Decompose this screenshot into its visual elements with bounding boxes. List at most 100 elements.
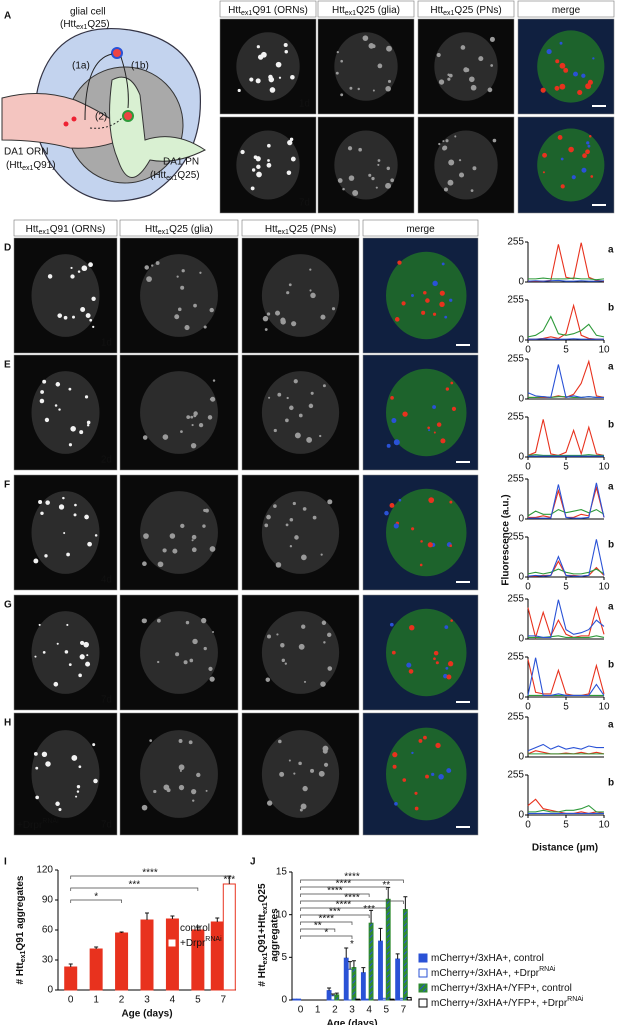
speck: [66, 552, 70, 557]
bar: [334, 994, 340, 1001]
speck: [458, 172, 465, 178]
speck: [79, 654, 85, 660]
speck: [348, 175, 355, 181]
micrograph-region: [31, 491, 100, 574]
speck: [301, 624, 306, 629]
speck: [299, 808, 303, 812]
speck: [390, 178, 395, 183]
speck: [385, 85, 391, 92]
panel-letter: E: [4, 360, 11, 371]
speck: [35, 795, 40, 800]
speck: [449, 544, 453, 547]
column-header: merge: [552, 5, 581, 16]
panel-letter: G: [4, 600, 12, 611]
error-bar: [348, 961, 353, 970]
speck: [188, 740, 193, 745]
micrograph-region: [386, 251, 467, 340]
speck: [398, 498, 402, 502]
speck: [162, 548, 167, 553]
speck: [406, 662, 412, 668]
speck: [68, 443, 73, 447]
legend-swatch: [418, 968, 428, 978]
panel-letter: D: [4, 243, 11, 254]
y-tick-label: 255: [507, 770, 524, 781]
speck: [174, 314, 180, 320]
speck: [377, 63, 383, 69]
bar: [330, 995, 336, 1001]
day-label: 7d: [101, 820, 112, 831]
speck: [368, 43, 375, 49]
micrograph-region: [31, 730, 100, 818]
speck: [181, 269, 185, 273]
column-header-part: Q25 (PNs): [454, 5, 501, 16]
speck: [436, 422, 442, 427]
error-bar: [378, 927, 383, 942]
y-tick-label: 255: [507, 532, 524, 543]
speck: [177, 307, 182, 312]
speck: [201, 617, 207, 624]
speck: [62, 496, 65, 500]
bar: [406, 996, 412, 1001]
speck: [581, 167, 587, 173]
speck: [80, 307, 86, 312]
column-header-part: Q25 (glia): [169, 224, 213, 235]
speck: [42, 650, 46, 654]
significance-bracket: [300, 907, 387, 911]
speck: [76, 784, 81, 789]
column-header-part: ex1: [241, 10, 252, 17]
speck: [178, 739, 183, 743]
x-tick-label: 0: [525, 582, 531, 593]
x-tick-label: 5: [563, 345, 569, 356]
speck: [470, 84, 477, 91]
speck: [308, 403, 314, 409]
speck: [444, 625, 449, 630]
y-tick-label: 0: [518, 692, 524, 703]
legend-label-part: RNAi: [539, 966, 556, 973]
profile-line: [527, 657, 605, 696]
schematic-label: glial cell: [70, 7, 106, 18]
speck: [280, 319, 286, 325]
speck: [432, 405, 437, 409]
speck: [458, 159, 462, 162]
speck: [285, 418, 289, 423]
speck: [54, 404, 58, 407]
speck: [151, 264, 154, 267]
day-label: 7d: [299, 198, 310, 209]
legend-label: control: [180, 923, 210, 934]
error-bar: [369, 909, 374, 924]
profile-line: [527, 419, 605, 457]
y-axis-label: Fluorescence (a.u.): [501, 494, 512, 585]
speck: [56, 642, 59, 645]
speck: [298, 761, 302, 766]
speck: [571, 175, 576, 180]
error-bar: [327, 987, 332, 991]
profile-line: [527, 659, 605, 696]
schematic-label-part: ex1: [166, 175, 177, 182]
error-bar: [334, 992, 339, 995]
speck: [74, 503, 77, 507]
significance-label: **: [382, 880, 390, 891]
speck: [573, 71, 578, 77]
column-header-box: [13, 219, 118, 237]
speck: [421, 310, 426, 315]
micrograph-region: [537, 30, 605, 103]
speck: [372, 89, 375, 92]
speck: [183, 660, 188, 665]
x-tick-label: 3: [144, 995, 150, 1006]
y-tick-label: 0: [518, 752, 524, 763]
legend-label: mCherry+/3xHA+, control: [431, 953, 544, 964]
speck: [414, 806, 419, 811]
significance-label: ****: [344, 872, 360, 883]
speck: [237, 88, 241, 93]
speck: [352, 189, 359, 196]
speck: [450, 619, 453, 622]
speck: [40, 390, 44, 394]
speck: [436, 52, 441, 58]
speck: [319, 434, 322, 438]
speck: [55, 382, 61, 387]
speck: [587, 144, 591, 148]
schematic-label-part: (Htt: [60, 19, 76, 30]
speck: [454, 135, 457, 138]
speck: [478, 56, 484, 62]
speck: [443, 187, 448, 192]
